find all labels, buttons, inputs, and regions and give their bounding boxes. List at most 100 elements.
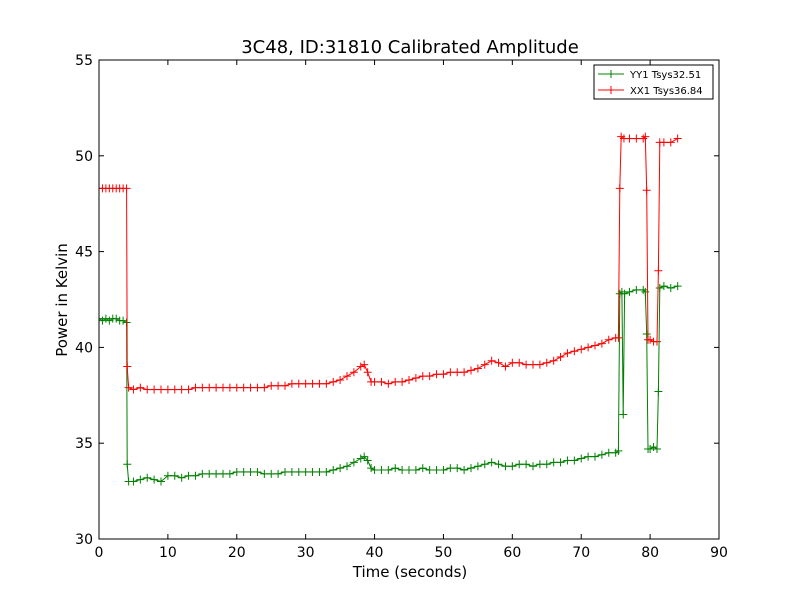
legend-marker	[607, 86, 615, 94]
data-point	[232, 467, 241, 476]
data-point	[487, 356, 496, 365]
data-point	[591, 341, 599, 350]
data-point	[157, 477, 165, 486]
data-point	[267, 469, 276, 478]
data-point	[301, 467, 310, 476]
data-point	[329, 377, 338, 386]
data-point	[315, 379, 324, 388]
data-point	[157, 385, 165, 394]
data-point	[649, 443, 658, 452]
data-point	[563, 456, 572, 465]
series-layer	[99, 132, 682, 486]
data-point	[639, 134, 648, 143]
legend-box	[593, 64, 714, 100]
data-point	[294, 379, 303, 388]
data-point	[577, 454, 586, 463]
data-point	[356, 454, 365, 463]
data-point	[446, 368, 455, 377]
data-point	[205, 383, 214, 392]
data-point	[542, 460, 551, 469]
data-point	[370, 377, 379, 386]
data-point	[453, 368, 462, 377]
data-point	[191, 383, 200, 392]
data-point	[219, 383, 227, 392]
data-point	[642, 186, 651, 195]
data-point	[460, 368, 469, 377]
x-tick-label: 60	[503, 545, 521, 561]
data-point	[232, 383, 241, 392]
data-point	[597, 450, 606, 459]
y-axis-label: Power in Kelvin	[53, 243, 71, 357]
data-point	[614, 446, 623, 455]
data-point	[653, 337, 661, 346]
data-point	[246, 467, 255, 476]
data-point	[225, 469, 234, 478]
data-point	[494, 358, 503, 367]
data-point	[239, 467, 248, 476]
data-point	[646, 335, 655, 344]
data-point	[105, 316, 114, 325]
data-point	[253, 383, 262, 392]
data-point	[529, 462, 537, 471]
data-point	[522, 360, 531, 369]
data-point	[163, 471, 172, 480]
data-point	[99, 316, 107, 325]
data-point	[620, 289, 629, 298]
ticks-layer: 0 10 20 30 40 50 60 70 80 90 30 35 40 45 50 55	[75, 53, 728, 561]
data-point	[308, 379, 317, 388]
data-point	[614, 333, 623, 342]
data-point	[101, 314, 110, 323]
data-point	[287, 379, 296, 388]
series-line	[99, 135, 678, 391]
data-point	[163, 385, 172, 394]
data-point	[529, 360, 537, 369]
data-point	[246, 383, 255, 392]
data-point	[143, 473, 152, 482]
data-point	[632, 134, 641, 143]
data-point	[391, 377, 400, 386]
data-point	[281, 381, 289, 390]
data-point	[542, 358, 551, 367]
data-point	[370, 466, 379, 475]
data-point	[301, 379, 310, 388]
data-point	[508, 358, 517, 367]
y-tick-label: 30	[75, 532, 93, 548]
data-point	[360, 360, 369, 369]
data-point	[535, 460, 544, 469]
data-point	[418, 372, 427, 381]
data-point	[119, 316, 128, 325]
x-axis-label: Time (seconds)	[352, 563, 468, 581]
data-point	[191, 471, 200, 480]
data-point	[654, 387, 663, 396]
data-point	[363, 456, 372, 465]
series-1	[99, 132, 682, 394]
data-point	[641, 132, 650, 141]
data-point	[267, 381, 276, 390]
y-tick-label: 40	[75, 340, 93, 356]
data-point	[184, 471, 193, 480]
data-point	[467, 464, 475, 473]
data-point	[654, 266, 663, 275]
data-point	[212, 383, 221, 392]
data-point	[425, 466, 434, 475]
x-tick-label: 20	[228, 545, 246, 561]
data-point	[549, 356, 558, 365]
x-tick-label: 0	[95, 545, 104, 561]
data-point	[604, 335, 613, 344]
data-point	[619, 410, 628, 419]
data-point	[322, 467, 331, 476]
data-point	[129, 477, 138, 486]
data-point	[360, 452, 369, 461]
data-point	[625, 287, 634, 296]
legend-label: YY1 Tsys32.51	[629, 70, 701, 81]
data-point	[411, 466, 420, 475]
data-point	[136, 383, 145, 392]
data-point	[274, 469, 283, 478]
data-point	[666, 284, 675, 293]
data-point	[363, 368, 372, 377]
data-point	[632, 285, 641, 294]
data-point	[642, 329, 651, 338]
data-point	[535, 360, 544, 369]
data-point	[556, 352, 565, 361]
